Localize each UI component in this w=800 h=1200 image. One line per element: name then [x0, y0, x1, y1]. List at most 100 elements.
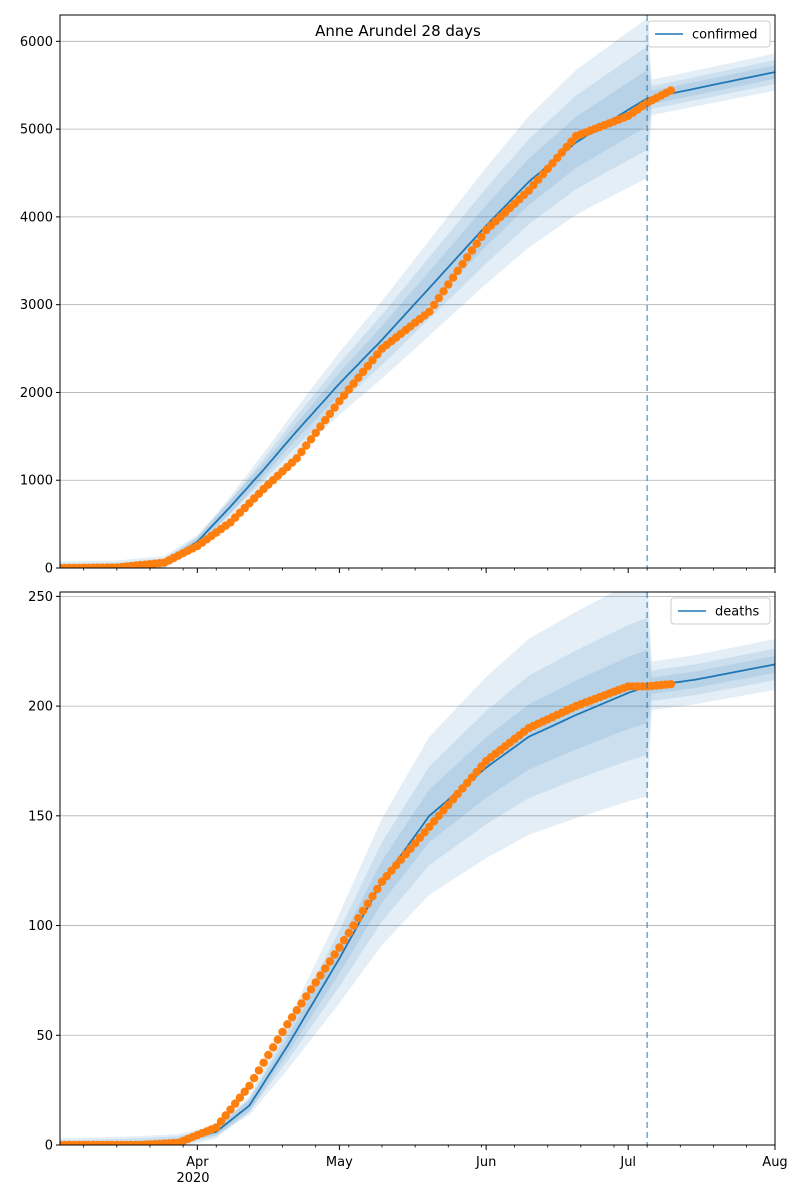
- observed-point: [463, 253, 472, 262]
- observed-point: [240, 1087, 249, 1096]
- observed-point: [316, 422, 325, 431]
- observed-point: [306, 985, 316, 994]
- observed-point: [354, 373, 363, 382]
- observed-point: [302, 992, 311, 1001]
- observed-point: [557, 148, 567, 157]
- observed-point: [264, 1050, 273, 1060]
- observed-point: [477, 232, 486, 242]
- observed-point: [666, 86, 675, 95]
- observed-point: [330, 403, 339, 412]
- observed-point: [311, 428, 320, 438]
- legend-label-confirmed: confirmed: [692, 28, 758, 43]
- observed-point: [453, 789, 462, 799]
- observed-point: [472, 767, 481, 777]
- observed-point: [363, 899, 372, 908]
- deaths-plot-frame: [59, 591, 776, 1146]
- observed-point: [368, 892, 377, 901]
- observed-point: [567, 137, 576, 146]
- observed-point: [344, 928, 353, 938]
- x-tick-label: Aug: [762, 1155, 787, 1170]
- uncertainty-band: [60, 592, 775, 1145]
- observed-point: [373, 350, 382, 359]
- observed-point: [363, 361, 372, 371]
- observed-point: [245, 1081, 254, 1091]
- confirmed-gridlines: [60, 40, 775, 569]
- observed-point: [534, 175, 543, 184]
- observed-point: [325, 957, 335, 966]
- observed-point: [410, 839, 420, 848]
- observed-point: [221, 1111, 230, 1120]
- observed-point: [373, 884, 382, 894]
- observed-point: [543, 164, 552, 173]
- deaths-uncertainty-bands: [60, 592, 775, 1145]
- observed-point: [306, 435, 316, 444]
- observed-point: [429, 817, 439, 826]
- chart-title: Anne Arundel 28 days: [315, 22, 481, 40]
- observed-point: [259, 1058, 268, 1067]
- observed-point: [339, 391, 349, 400]
- observed-point: [297, 447, 306, 457]
- y-tick-label: 4000: [20, 210, 53, 225]
- observed-point: [292, 1006, 301, 1015]
- confirmed-panel: 0 1000 2000 3000 4000 5000 6000 Anne Arundel 2…: [20, 14, 776, 577]
- observed-point: [472, 239, 481, 248]
- deaths-panel: 0 50 100 150 200 250 Apr May Jun Jul Aug 2020 dea…: [28, 590, 788, 1186]
- observed-point: [368, 356, 377, 365]
- observed-point: [316, 971, 325, 980]
- observed-point: [283, 1020, 292, 1029]
- confirmed-y-axis: 0 1000 2000 3000 4000 5000 6000: [20, 35, 60, 577]
- y-tick-label: 1000: [20, 474, 53, 489]
- y-tick-label: 100: [28, 919, 53, 934]
- observed-point: [297, 999, 306, 1008]
- uncertainty-band: [60, 18, 775, 568]
- confirmed-x-axis-ticks: [83, 568, 776, 573]
- observed-point: [458, 784, 467, 793]
- observed-point: [226, 1105, 235, 1114]
- observed-point: [325, 409, 335, 419]
- y-tick-label: 5000: [20, 123, 53, 138]
- x-tick-label: Apr: [186, 1155, 209, 1170]
- deaths-y-axis: 0 50 100 150 200 250: [28, 590, 60, 1154]
- observed-point: [273, 1035, 282, 1044]
- y-tick-label: 0: [45, 562, 53, 577]
- observed-point: [425, 307, 434, 316]
- observed-point: [231, 1099, 240, 1108]
- observed-point: [387, 866, 396, 875]
- observed-point: [292, 454, 301, 463]
- observed-point: [406, 844, 415, 853]
- confirmed-plot-frame: [59, 14, 776, 569]
- observed-point: [349, 379, 358, 388]
- observed-point: [401, 850, 410, 859]
- observed-point: [396, 855, 406, 864]
- observed-point: [562, 142, 571, 152]
- deaths-observed-points: [60, 680, 675, 1145]
- y-tick-label: 150: [28, 809, 53, 824]
- observed-point: [453, 266, 462, 276]
- observed-point: [321, 964, 330, 973]
- observed-point: [467, 246, 477, 255]
- y-tick-label: 250: [28, 590, 53, 605]
- observed-point: [553, 153, 562, 163]
- observed-point: [212, 1123, 221, 1132]
- x-axis-year-label: 2020: [176, 1171, 209, 1186]
- confirmed-observed-points: [60, 86, 675, 568]
- observed-point: [448, 273, 458, 282]
- observed-point: [439, 287, 448, 296]
- y-tick-label: 0: [45, 1139, 53, 1154]
- uncertainty-band: [60, 46, 775, 568]
- y-tick-label: 200: [28, 700, 53, 715]
- observed-point: [349, 921, 358, 930]
- observed-point: [458, 259, 467, 269]
- observed-point: [463, 778, 472, 788]
- observed-point: [439, 806, 448, 815]
- observed-point: [434, 811, 443, 820]
- observed-point: [448, 795, 458, 804]
- observed-point: [216, 1117, 226, 1126]
- observed-point: [477, 762, 486, 771]
- observed-point: [429, 300, 439, 310]
- observed-point: [444, 280, 453, 289]
- x-tick-label: Jul: [619, 1155, 636, 1170]
- confirmed-legend: confirmed: [647, 20, 771, 48]
- x-tick-label: Jun: [475, 1155, 496, 1170]
- deaths-legend: deaths: [670, 597, 771, 625]
